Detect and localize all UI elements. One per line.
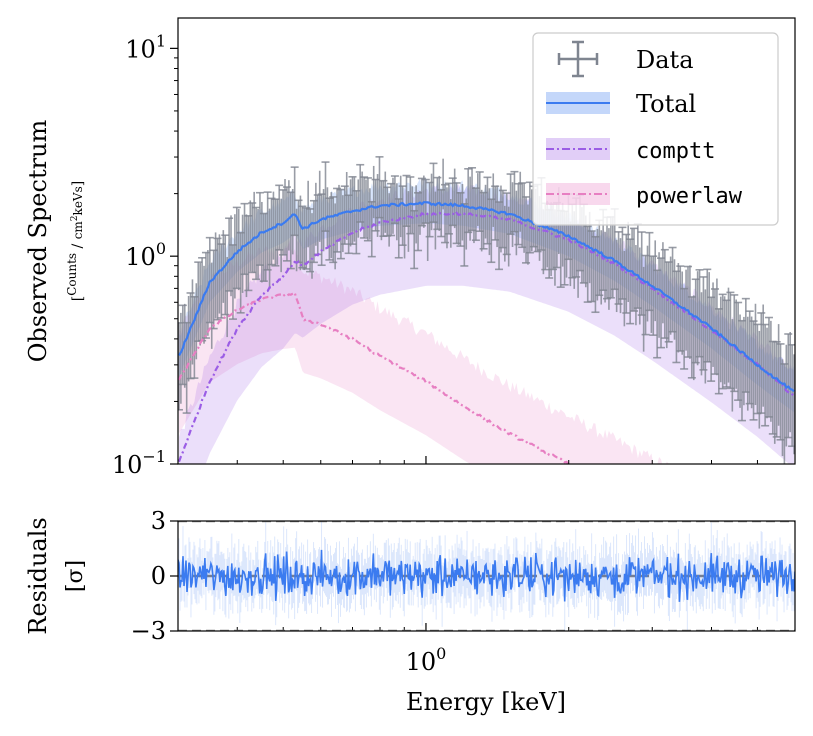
legend: Data Total comptt powerlaw — [532, 32, 779, 226]
residual-series — [178, 521, 795, 631]
legend-label-total: Total — [636, 90, 696, 118]
powerlaw-line — [178, 291, 572, 464]
model-lines — [178, 201, 795, 464]
legend-label-data: Data — [636, 46, 694, 74]
residuals-panel: 3 0 −3 100 Residuals [σ] Energy [keV] — [24, 507, 796, 716]
residual-y-tick-label: 3 — [151, 507, 166, 535]
legend-entry-total: Total — [546, 90, 696, 118]
residuals-ylabel: Residuals — [24, 517, 52, 634]
comptt-line — [178, 211, 795, 463]
legend-label-powerlaw: powerlaw — [636, 184, 743, 209]
y-tick-label: 101 — [125, 31, 166, 63]
residuals-ylabel-units: [σ] — [63, 560, 88, 592]
residuals-ticks: 3 0 −3 100 — [131, 507, 447, 676]
total-line — [178, 201, 795, 393]
x-axis-label: Energy [keV] — [406, 688, 566, 716]
residual-y-tick-label: −3 — [131, 617, 166, 645]
residual-y-tick-label: 0 — [151, 562, 166, 590]
legend-entry-powerlaw: powerlaw — [546, 183, 743, 209]
spectrum-panel: 10−1 100 101 Observed Spectrum [Counts / c… — [24, 17, 796, 631]
y-tick-label: 100 — [125, 239, 166, 271]
spectrum-ylabel: Observed Spectrum — [24, 119, 52, 362]
spectrum-frame — [177, 17, 796, 465]
y-tick-label: 10−1 — [112, 447, 166, 479]
powerlaw-band — [179, 240, 669, 464]
legend-box — [532, 32, 779, 226]
residual-line — [178, 549, 795, 602]
legend-entry-data: Data — [557, 40, 694, 78]
legend-label-comptt: comptt — [636, 139, 715, 164]
spectrum-ylabel-units: [Counts / cm2keVs] — [65, 181, 86, 301]
spectrum-ticks: 10−1 100 101 — [112, 31, 796, 631]
x-tick-label: 100 — [406, 644, 447, 676]
legend-entry-comptt: comptt — [546, 138, 715, 164]
